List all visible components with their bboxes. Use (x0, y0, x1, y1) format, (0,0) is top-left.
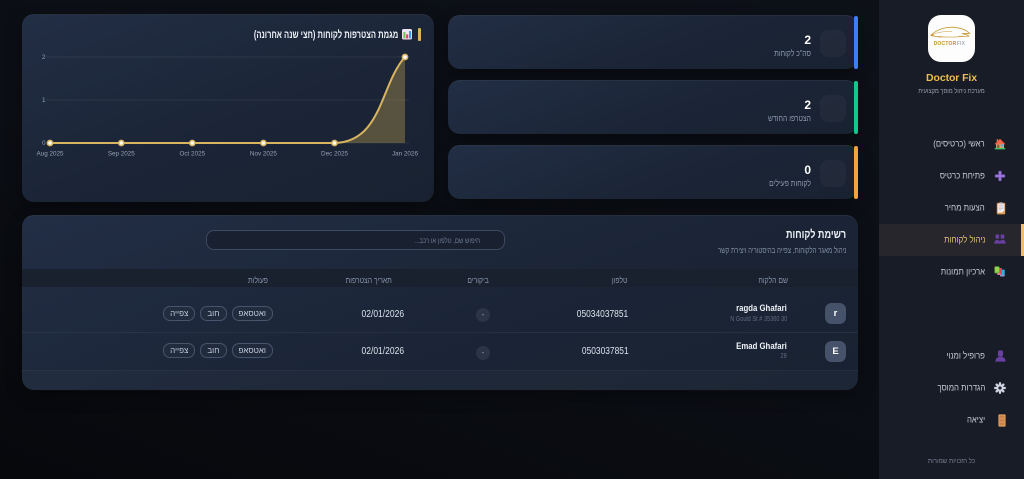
svg-text:0: 0 (42, 140, 46, 147)
svg-text:2: 2 (42, 54, 46, 61)
svg-text:Sep 2025: Sep 2025 (108, 151, 135, 158)
svg-text:FIX: FIX (957, 41, 966, 47)
svg-text:Oct 2025: Oct 2025 (180, 151, 206, 158)
svg-text:Nov 2025: Nov 2025 (250, 151, 277, 158)
svg-text:Aug 2025: Aug 2025 (37, 151, 64, 158)
svg-text:Jan 2026: Jan 2026 (392, 151, 418, 158)
svg-text:Dec 2025: Dec 2025 (321, 151, 348, 158)
svg-text:DOCTOR: DOCTOR (934, 41, 957, 47)
svg-text:1: 1 (42, 97, 46, 104)
